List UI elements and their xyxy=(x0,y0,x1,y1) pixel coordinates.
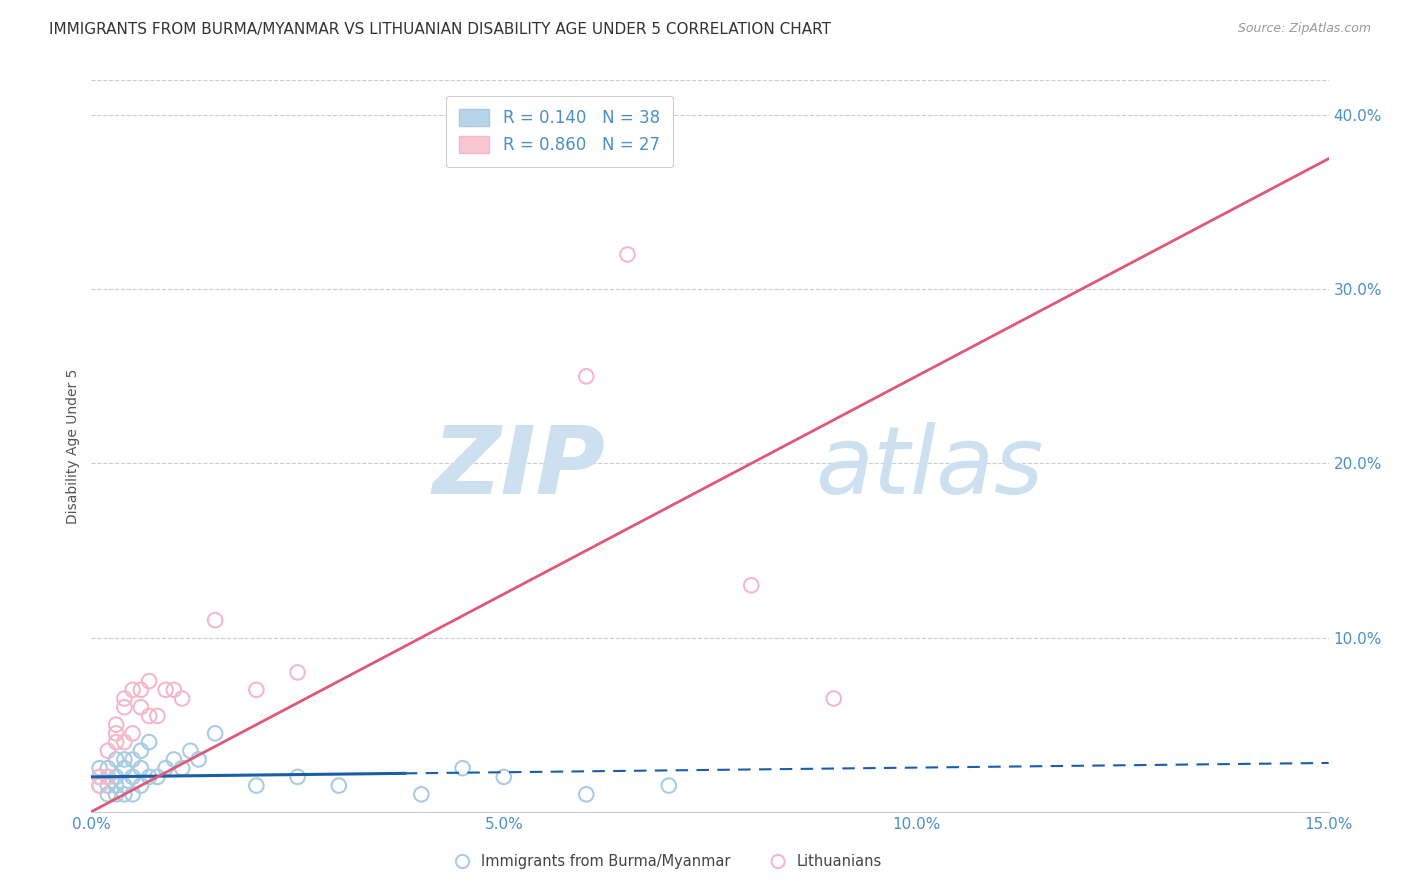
Point xyxy=(179,744,201,758)
Point xyxy=(89,779,111,793)
Point xyxy=(97,761,120,775)
Point xyxy=(129,682,152,697)
Point xyxy=(138,770,160,784)
Text: IMMIGRANTS FROM BURMA/MYANMAR VS LITHUANIAN DISABILITY AGE UNDER 5 CORRELATION C: IMMIGRANTS FROM BURMA/MYANMAR VS LITHUAN… xyxy=(49,22,831,37)
Point xyxy=(97,770,120,784)
Point xyxy=(105,770,128,784)
Point xyxy=(328,779,350,793)
Point xyxy=(89,770,111,784)
Point xyxy=(121,682,143,697)
Point xyxy=(163,682,186,697)
Point xyxy=(187,752,209,766)
Point xyxy=(204,726,226,740)
Point xyxy=(105,787,128,801)
Point xyxy=(121,787,143,801)
Point xyxy=(146,770,169,784)
Point xyxy=(245,682,267,697)
Point xyxy=(155,761,177,775)
Y-axis label: Disability Age Under 5: Disability Age Under 5 xyxy=(66,368,80,524)
Text: ZIP: ZIP xyxy=(432,422,605,514)
Point xyxy=(105,752,128,766)
Point xyxy=(112,735,135,749)
Point xyxy=(411,787,433,801)
Point xyxy=(129,779,152,793)
Point xyxy=(616,247,638,261)
Point xyxy=(105,717,128,731)
Point xyxy=(89,761,111,775)
Point xyxy=(97,779,120,793)
Point xyxy=(245,779,267,793)
Point xyxy=(105,735,128,749)
Point xyxy=(89,770,111,784)
Point xyxy=(97,744,120,758)
Point xyxy=(492,770,515,784)
Point xyxy=(287,770,309,784)
Point xyxy=(112,752,135,766)
Point xyxy=(97,770,120,784)
Point xyxy=(740,578,762,592)
Point xyxy=(575,369,598,384)
Point xyxy=(172,691,194,706)
Point xyxy=(112,779,135,793)
Point xyxy=(105,779,128,793)
Point xyxy=(138,735,160,749)
Point xyxy=(138,709,160,723)
Legend: R = 0.140   N = 38, R = 0.860   N = 27: R = 0.140 N = 38, R = 0.860 N = 27 xyxy=(446,96,673,168)
Point xyxy=(204,613,226,627)
Point xyxy=(121,770,143,784)
Point xyxy=(121,752,143,766)
Point xyxy=(155,682,177,697)
Text: Immigrants from Burma/Myanmar: Immigrants from Burma/Myanmar xyxy=(481,854,731,869)
Point xyxy=(112,787,135,801)
Point xyxy=(823,691,845,706)
Text: Source: ZipAtlas.com: Source: ZipAtlas.com xyxy=(1237,22,1371,36)
Point xyxy=(129,761,152,775)
Point xyxy=(112,691,135,706)
Point xyxy=(575,787,598,801)
Point xyxy=(129,700,152,714)
Point xyxy=(112,700,135,714)
Point xyxy=(112,761,135,775)
Point xyxy=(146,709,169,723)
Point xyxy=(97,787,120,801)
Point xyxy=(658,779,681,793)
Point xyxy=(138,674,160,689)
Text: atlas: atlas xyxy=(815,423,1043,514)
Point xyxy=(121,726,143,740)
Point xyxy=(163,752,186,766)
Point xyxy=(89,779,111,793)
Point xyxy=(172,761,194,775)
Point xyxy=(129,744,152,758)
Point xyxy=(451,761,474,775)
Point xyxy=(287,665,309,680)
Point xyxy=(105,726,128,740)
Text: Lithuanians: Lithuanians xyxy=(797,854,882,869)
